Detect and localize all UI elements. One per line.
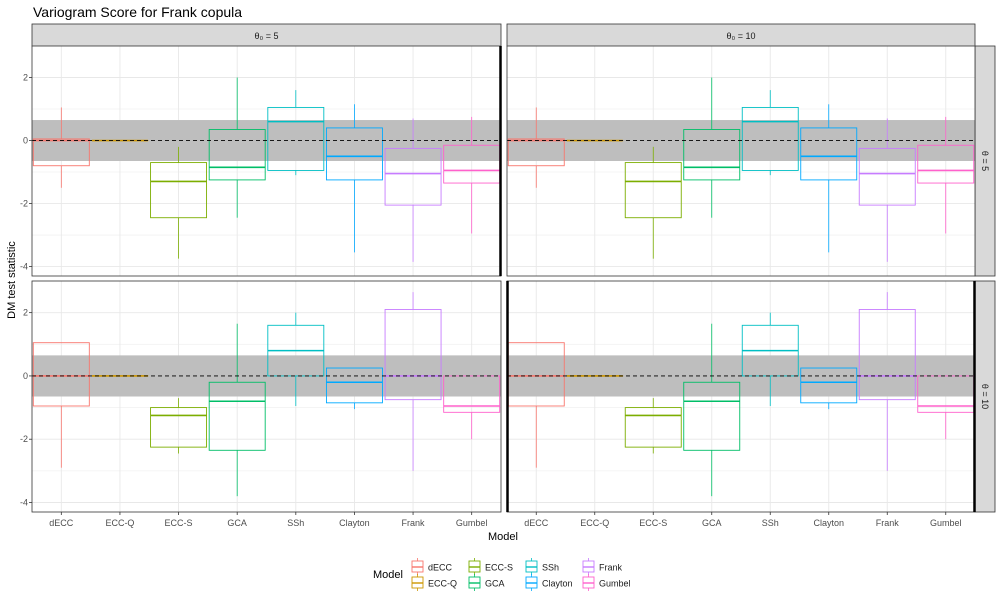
legend-label: Frank — [599, 563, 623, 573]
legend-label: ECC-Q — [428, 579, 457, 589]
x-tick-label: ECC-Q — [580, 518, 609, 528]
x-tick-label: ECC-Q — [105, 518, 134, 528]
panel-10-5 — [32, 281, 501, 512]
y-tick-label: 2 — [23, 308, 28, 318]
col-strip-label-1: θ₀ = 10 — [726, 31, 755, 41]
legend-label: dECC — [428, 563, 453, 573]
legend-item-gumbel: Gumbel — [583, 574, 631, 591]
x-tick-label: Clayton — [339, 518, 370, 528]
panel-5-10 — [507, 46, 975, 276]
legend-item-decc: dECC — [412, 558, 453, 575]
x-tick-label: SSh — [287, 518, 304, 528]
y-tick-label: -4 — [20, 498, 28, 508]
x-tick-label: ECC-S — [639, 518, 667, 528]
legend-item-ecc-q: ECC-Q — [412, 574, 457, 591]
legend-item-gca: GCA — [469, 574, 505, 591]
x-tick-label: SSh — [762, 518, 779, 528]
legend-label: Gumbel — [599, 579, 631, 589]
legend-item-clayton: Clayton — [526, 574, 573, 591]
y-tick-label: 0 — [23, 371, 28, 381]
row-strip-label-0: θ = 5 — [980, 151, 990, 171]
x-tick-label: ECC-S — [165, 518, 193, 528]
legend-item-frank: Frank — [583, 558, 623, 575]
chart-title: Variogram Score for Frank copula — [33, 4, 242, 20]
x-axis-label: Model — [488, 531, 518, 543]
legend-item-ecc-s: ECC-S — [469, 558, 513, 575]
x-tick-label: dECC — [49, 518, 74, 528]
y-tick-label: 0 — [23, 136, 28, 146]
x-tick-label: Gumbel — [930, 518, 962, 528]
x-tick-label: dECC — [524, 518, 549, 528]
col-strip-label-0: θ₀ = 5 — [254, 31, 278, 41]
y-tick-label: -2 — [20, 434, 28, 444]
legend-label: GCA — [485, 579, 505, 589]
x-tick-label: Frank — [402, 518, 426, 528]
y-axis-label: DM test statistic — [6, 241, 18, 319]
y-tick-label: -2 — [20, 199, 28, 209]
x-tick-label: GCA — [227, 518, 247, 528]
x-tick-label: Frank — [876, 518, 900, 528]
panel-10-10 — [507, 281, 975, 512]
legend-title: Model — [373, 569, 403, 581]
legend-label: SSh — [542, 563, 559, 573]
row-strip-label-1: θ = 10 — [980, 384, 990, 409]
y-tick-label: 2 — [23, 73, 28, 83]
panel-5-5 — [32, 46, 501, 276]
legend-label: ECC-S — [485, 563, 513, 573]
x-tick-label: Clayton — [813, 518, 844, 528]
x-tick-label: Gumbel — [456, 518, 488, 528]
legend-item-ssh: SSh — [526, 558, 559, 575]
x-tick-label: GCA — [702, 518, 722, 528]
legend-label: Clayton — [542, 579, 573, 589]
y-tick-label: -4 — [20, 262, 28, 272]
